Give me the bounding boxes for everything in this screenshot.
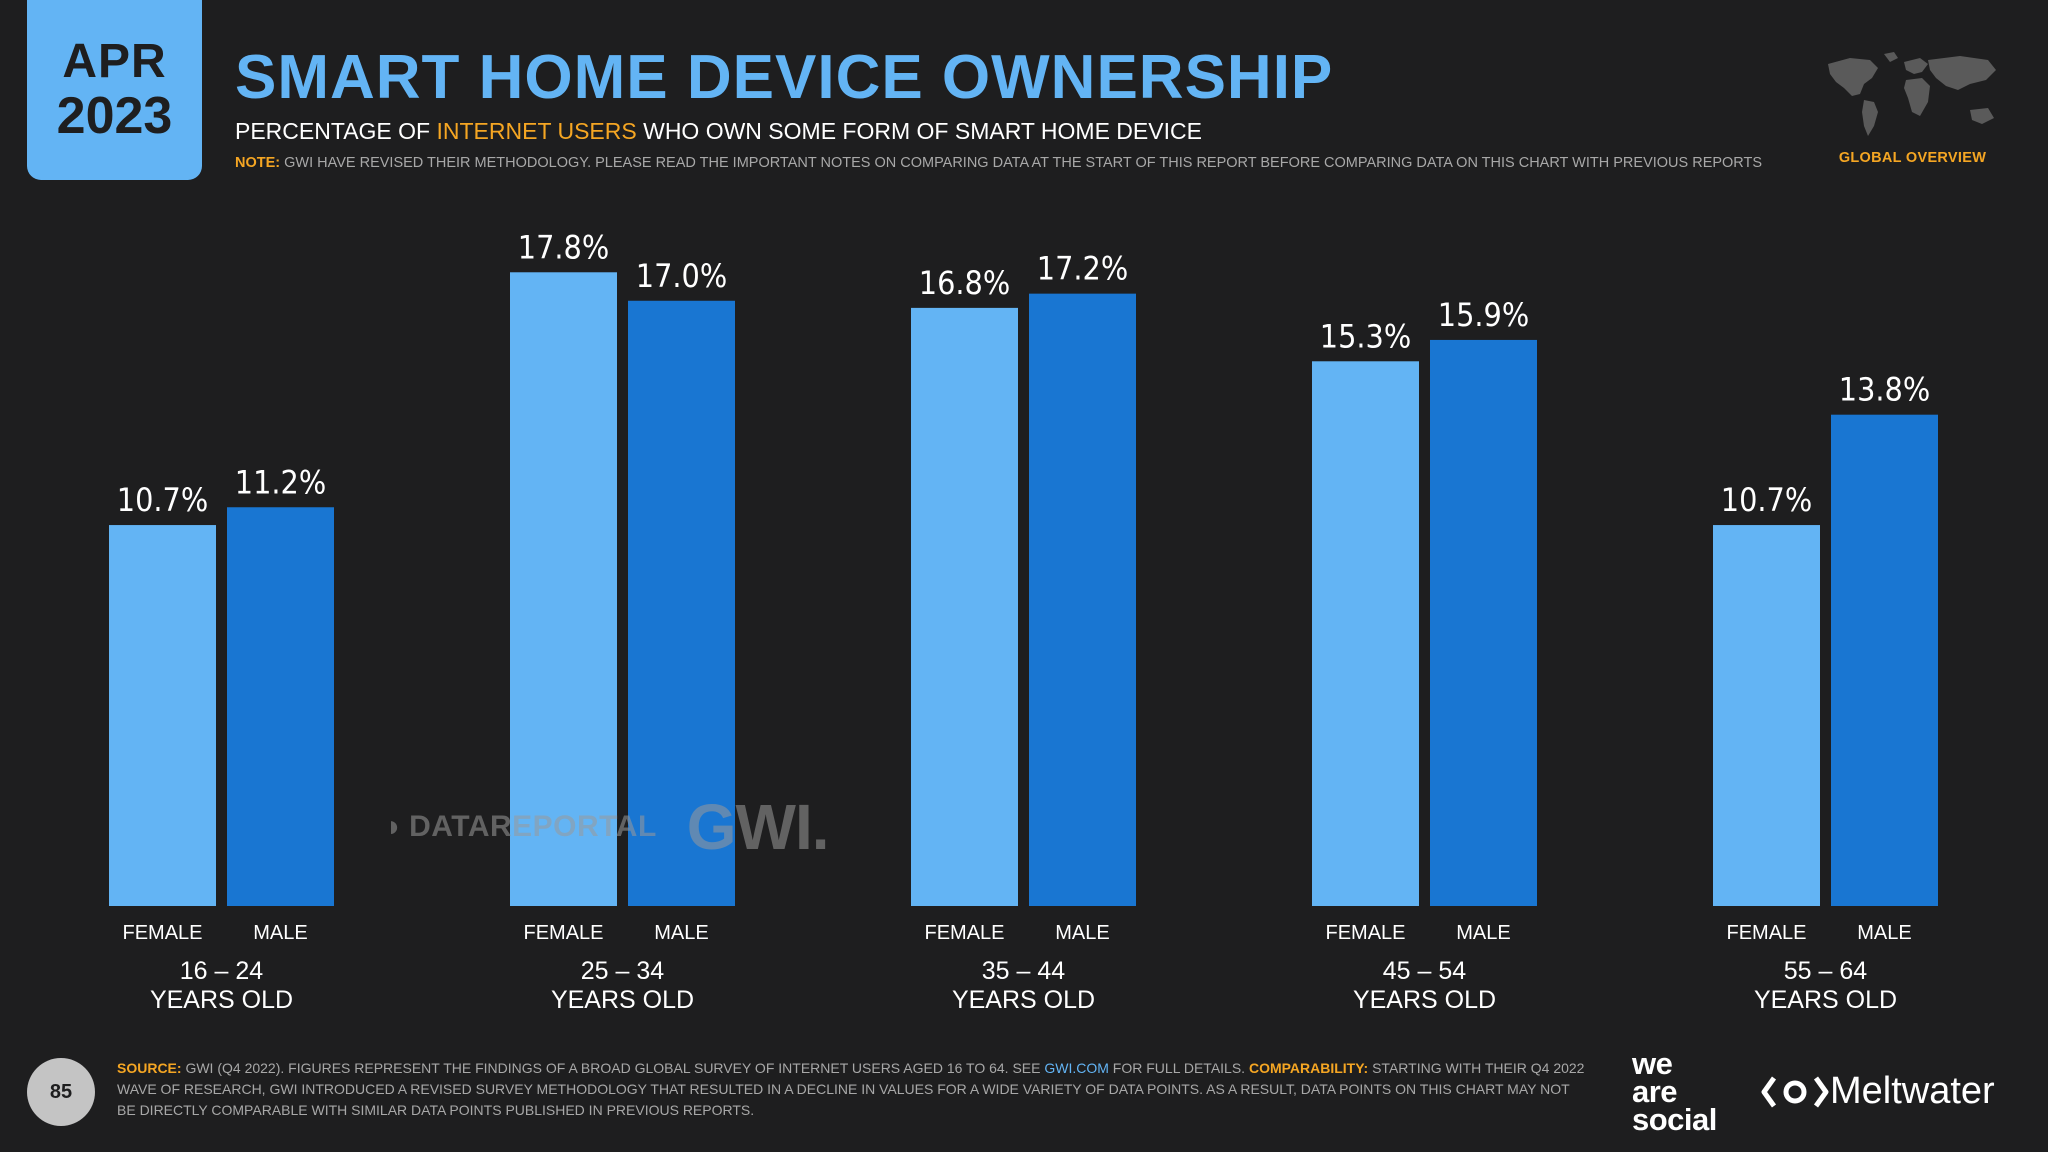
category-suffix-2: YEARS OLD bbox=[551, 986, 694, 1014]
subtitle-pre: PERCENTAGE OF bbox=[235, 118, 437, 144]
page-title: SMART HOME DEVICE OWNERSHIP bbox=[235, 43, 1334, 112]
series-label-male-1: MALE bbox=[253, 922, 307, 944]
series-label-male-5: MALE bbox=[1857, 922, 1911, 944]
region-label: GLOBAL OVERVIEW bbox=[1838, 150, 1987, 166]
bar-male-2 bbox=[628, 300, 735, 906]
category-label-1: 16 – 24 bbox=[180, 957, 264, 985]
subtitle-post: WHO OWN SOME FORM OF SMART HOME DEVICE bbox=[636, 118, 1202, 144]
world-map-icon bbox=[1828, 52, 1996, 136]
meltwater-icon bbox=[1761, 1076, 1829, 1107]
date-month: APR bbox=[62, 35, 167, 88]
category-label-3: 35 – 44 bbox=[982, 957, 1066, 985]
data-label-female-4: 15.3% bbox=[1320, 317, 1411, 355]
bar-female-4 bbox=[1312, 361, 1419, 906]
data-label-female-1: 10.7% bbox=[117, 481, 208, 519]
data-label-male-1: 11.2% bbox=[235, 463, 326, 501]
data-label-female-3: 16.8% bbox=[919, 264, 1010, 302]
bar-female-1 bbox=[109, 525, 216, 906]
bar-female-3 bbox=[911, 307, 1018, 906]
comparability-text: STARTING WITH THEIR Q4 2022 WAVE OF RESE… bbox=[117, 1060, 1585, 1118]
datareportal-watermark: DATAREPORTAL bbox=[409, 810, 657, 843]
data-label-male-3: 17.2% bbox=[1037, 250, 1128, 288]
series-label-female-4: FEMALE bbox=[1325, 922, 1405, 944]
watermark: ◗ DATAREPORTAL GWI. bbox=[385, 790, 830, 864]
date-badge: APR 2023 bbox=[27, 0, 202, 180]
bar-female-2 bbox=[510, 272, 617, 906]
we-are-social-logo: we are social bbox=[1632, 1046, 1717, 1137]
source-link[interactable]: GWI.COM bbox=[1044, 1060, 1109, 1076]
category-suffix-3: YEARS OLD bbox=[952, 986, 1095, 1014]
brand-1-line2: are bbox=[1632, 1074, 1678, 1109]
subtitle: PERCENTAGE OF INTERNET USERS WHO OWN SOM… bbox=[235, 118, 1202, 145]
category-label-2: 25 – 34 bbox=[581, 957, 665, 985]
bar-male-5 bbox=[1831, 414, 1938, 906]
bar-male-1 bbox=[227, 507, 334, 906]
methodology-note: NOTE: GWI HAVE REVISED THEIR METHODOLOGY… bbox=[235, 155, 1762, 171]
brand-1-line3: social bbox=[1632, 1102, 1717, 1137]
category-label-5: 55 – 64 bbox=[1784, 957, 1868, 985]
series-label-male-4: MALE bbox=[1456, 922, 1510, 944]
series-label-female-1: FEMALE bbox=[122, 922, 202, 944]
page-number: 85 bbox=[27, 1058, 95, 1126]
comparability-label: COMPARABILITY: bbox=[1248, 1060, 1369, 1076]
gwi-watermark: GWI. bbox=[686, 791, 830, 863]
data-label-female-5: 10.7% bbox=[1721, 481, 1812, 519]
data-label-male-2: 17.0% bbox=[636, 257, 727, 295]
series-label-female-5: FEMALE bbox=[1726, 922, 1806, 944]
bar-male-3 bbox=[1029, 293, 1136, 906]
category-suffix-4: YEARS OLD bbox=[1353, 986, 1496, 1014]
category-suffix-1: YEARS OLD bbox=[150, 986, 293, 1014]
note-label: NOTE: bbox=[235, 155, 281, 171]
category-label-4: 45 – 54 bbox=[1383, 957, 1467, 985]
series-label-male-3: MALE bbox=[1055, 922, 1109, 944]
source-text-2: FOR FULL DETAILS. bbox=[1108, 1060, 1249, 1076]
source-label: SOURCE: bbox=[117, 1060, 182, 1076]
series-label-female-2: FEMALE bbox=[523, 922, 603, 944]
data-label-female-2: 17.8% bbox=[518, 228, 609, 266]
source-text-1: GWI (Q4 2022). FIGURES REPRESENT THE FIN… bbox=[181, 1060, 1045, 1076]
data-label-male-5: 13.8% bbox=[1839, 371, 1930, 409]
source-note: SOURCE: GWI (Q4 2022). FIGURES REPRESENT… bbox=[117, 1058, 1587, 1121]
note-text: GWI HAVE REVISED THEIR METHODOLOGY. PLEA… bbox=[280, 155, 1763, 171]
meltwater-wordmark: Meltwater bbox=[1830, 1070, 1995, 1112]
series-label-female-3: FEMALE bbox=[924, 922, 1004, 944]
series-label-male-2: MALE bbox=[654, 922, 708, 944]
brand-1-line1: we bbox=[1632, 1046, 1673, 1081]
subtitle-highlight: INTERNET USERS bbox=[436, 118, 637, 144]
bar-male-4 bbox=[1430, 339, 1537, 906]
bar-female-5 bbox=[1713, 525, 1820, 906]
datareportal-icon: ◗ bbox=[385, 810, 404, 843]
meltwater-logo: Meltwater bbox=[1760, 1070, 1995, 1113]
date-year: 2023 bbox=[56, 87, 173, 145]
data-label-male-4: 15.9% bbox=[1438, 296, 1529, 334]
category-suffix-5: YEARS OLD bbox=[1754, 986, 1897, 1014]
